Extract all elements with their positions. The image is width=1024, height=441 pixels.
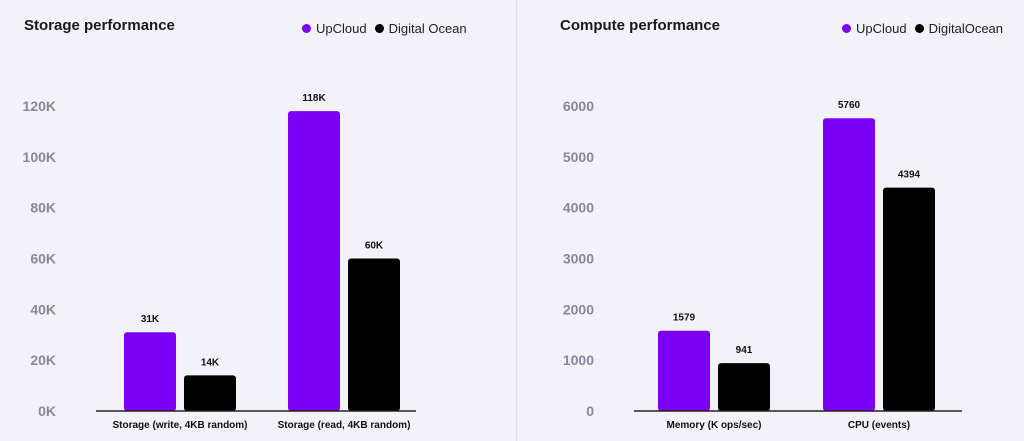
chart-legend: UpCloud Digital Ocean: [302, 21, 475, 36]
y-tick-label: 2000: [563, 301, 594, 317]
y-tick-label: 0: [586, 403, 594, 419]
storage-chart-panel: Storage performance UpCloud Digital Ocea…: [23, 17, 475, 431]
legend-label: Digital Ocean: [388, 21, 467, 36]
y-tick-label: 100K: [23, 149, 56, 165]
legend-swatch-digitalocean: [374, 24, 384, 33]
bar-upcloud: [823, 118, 875, 411]
data-label: 941: [736, 345, 753, 356]
legend-label: UpCloud: [316, 21, 367, 36]
data-label: 1579: [673, 313, 696, 324]
data-label: 4394: [898, 170, 921, 181]
y-tick-label: 3000: [563, 251, 594, 267]
legend-swatch-upcloud: [302, 24, 311, 33]
y-tick-label: 20K: [30, 352, 56, 368]
y-tick-label: 4000: [563, 200, 594, 216]
bar-digitalocean: [184, 375, 236, 411]
x-category-label: CPU (events): [848, 420, 910, 431]
y-tick-label: 120K: [23, 98, 56, 114]
y-tick-label: 1000: [563, 352, 594, 368]
x-category-label: Storage (read, 4KB random): [278, 420, 411, 431]
legend-label: UpCloud: [856, 21, 907, 36]
y-tick-label: 40K: [30, 301, 56, 317]
y-tick-label: 60K: [30, 251, 56, 267]
data-label: 118K: [302, 93, 326, 104]
bar-digitalocean: [718, 363, 770, 411]
legend-item-upcloud: UpCloud: [302, 21, 367, 36]
bar-upcloud: [124, 332, 176, 411]
legend-label: DigitalOcean: [928, 21, 1004, 36]
y-tick-label: 6000: [563, 98, 594, 114]
bar-upcloud: [658, 330, 710, 411]
chart-legend: UpCloud DigitalOcean: [842, 21, 1011, 36]
y-tick-label: 5000: [563, 149, 594, 165]
y-tick-label: 80K: [30, 200, 56, 216]
storage-bar-chart: 0K 20K 40K 60K 80K 100K 120K 31K 118K 14K 60K Stora…: [23, 93, 416, 431]
legend-item-digitalocean: DigitalOcean: [914, 21, 1004, 36]
bar-upcloud: [288, 111, 340, 411]
legend-item-upcloud: UpCloud: [842, 21, 907, 36]
data-label: 14K: [201, 357, 220, 368]
x-category-label: Memory (K ops/sec): [666, 420, 761, 431]
y-tick-label: 0K: [38, 403, 56, 419]
bar-digitalocean: [348, 258, 400, 411]
data-label: 60K: [365, 241, 384, 252]
chart-title: Storage performance: [24, 17, 175, 34]
data-label: 31K: [141, 314, 160, 325]
legend-swatch-digitalocean: [914, 24, 924, 33]
panel-divider: [516, 0, 517, 441]
chart-title: Compute performance: [560, 17, 721, 34]
x-category-label: Storage (write, 4KB random): [112, 420, 247, 431]
data-label: 5760: [838, 100, 861, 111]
compute-bar-chart: 0 1000 2000 3000 4000 5000 6000 1579 5760 941 4394…: [563, 98, 962, 431]
bar-digitalocean: [883, 187, 935, 411]
legend-item-digitalocean: Digital Ocean: [374, 21, 467, 36]
compute-chart-panel: Compute performance UpCloud DigitalOcean…: [517, 0, 1024, 441]
legend-swatch-upcloud: [842, 24, 851, 33]
